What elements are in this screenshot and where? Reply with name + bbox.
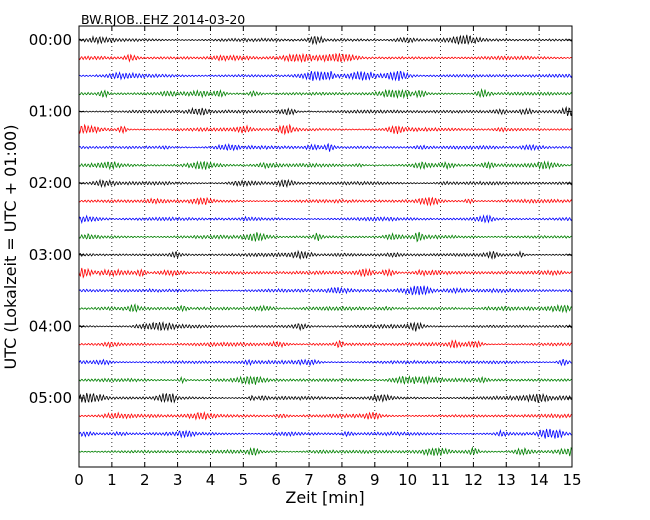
y-tick-label-2: 02:00 <box>29 174 72 192</box>
trace-row-23 <box>78 446 573 457</box>
x-tick-label-6: 6 <box>271 471 281 489</box>
trace-row-19 <box>78 374 572 386</box>
y-tick-label-1: 01:00 <box>29 103 72 121</box>
y-tick-label-3: 03:00 <box>29 246 72 264</box>
trace-row-3 <box>78 88 573 100</box>
trace-row-11 <box>78 231 572 243</box>
x-tick-label-0: 0 <box>74 471 84 489</box>
x-tick-label-15: 15 <box>562 471 581 489</box>
trace-row-2 <box>78 70 573 82</box>
vertical-grid <box>111 26 540 467</box>
x-tick-label-11: 11 <box>431 471 450 489</box>
y-axis-label: UTC (Lokalzeit = UTC + 01:00) <box>1 125 20 370</box>
trace-row-12 <box>78 249 573 260</box>
seismogram-traces <box>78 34 573 457</box>
trace-row-17 <box>78 339 573 349</box>
y-tick-label-5: 05:00 <box>29 389 72 407</box>
trace-row-6 <box>78 142 573 152</box>
x-tick-label-10: 10 <box>398 471 417 489</box>
trace-row-20 <box>78 392 572 404</box>
trace-row-8 <box>78 178 573 189</box>
trace-row-13 <box>78 267 573 279</box>
x-axis-label: Zeit [min] <box>285 488 364 507</box>
trace-row-10 <box>78 214 573 225</box>
trace-row-0 <box>78 34 573 46</box>
plot-frame <box>78 25 573 468</box>
y-axis-ticks: 00:00 01:00 02:00 03:00 04:00 05:00 <box>29 31 572 407</box>
x-tick-label-5: 5 <box>239 471 249 489</box>
x-tick-label-9: 9 <box>370 471 380 489</box>
trace-row-18 <box>78 358 572 367</box>
x-tick-label-4: 4 <box>206 471 216 489</box>
x-tick-label-8: 8 <box>337 471 347 489</box>
x-tick-label-1: 1 <box>107 471 117 489</box>
trace-row-1 <box>78 52 572 64</box>
trace-row-21 <box>78 411 572 421</box>
trace-row-4 <box>78 105 573 117</box>
x-tick-label-14: 14 <box>530 471 549 489</box>
trace-row-5 <box>78 123 573 136</box>
y-tick-label-4: 04:00 <box>29 317 72 335</box>
trace-row-9 <box>78 196 573 207</box>
trace-row-14 <box>78 285 573 296</box>
x-tick-label-3: 3 <box>173 471 183 489</box>
trace-row-16 <box>78 320 573 332</box>
trace-row-7 <box>78 160 573 171</box>
x-tick-label-13: 13 <box>497 471 516 489</box>
x-tick-label-12: 12 <box>464 471 483 489</box>
x-tick-label-7: 7 <box>304 471 314 489</box>
x-tick-label-2: 2 <box>140 471 150 489</box>
chart-title: BW.RJOB..EHZ 2014-03-20 <box>81 12 245 27</box>
x-axis-ticks: 0 1 2 3 4 5 6 7 8 9 10 11 12 13 14 15 <box>74 26 582 489</box>
trace-row-22 <box>78 428 572 439</box>
y-tick-label-0: 00:00 <box>29 31 72 49</box>
trace-row-15 <box>78 303 573 314</box>
